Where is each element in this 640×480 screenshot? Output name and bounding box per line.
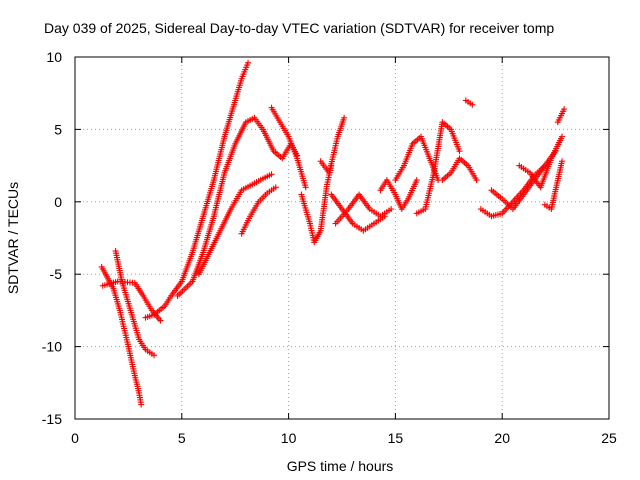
- x-axis-label: GPS time / hours: [287, 458, 394, 474]
- data-point: [268, 171, 275, 178]
- data-point: [559, 133, 566, 140]
- data-point: [272, 184, 279, 191]
- data-point: [157, 317, 164, 324]
- data-point: [469, 101, 476, 108]
- chart-title: Day 039 of 2025, Sidereal Day-to-day VTE…: [44, 20, 554, 36]
- x-tick-label: 20: [494, 430, 510, 446]
- x-tick-label: 10: [281, 430, 297, 446]
- data-point: [245, 59, 252, 66]
- axis-ticks: [74, 56, 610, 420]
- y-tick-labels: -15 -10 -5 0 5 10: [42, 49, 62, 427]
- y-tick-label: 0: [54, 194, 62, 210]
- data-point: [559, 158, 566, 165]
- data-point: [473, 177, 480, 184]
- x-tick-label: 0: [71, 430, 79, 446]
- data-points: [98, 59, 568, 408]
- x-tick-label: 15: [388, 430, 404, 446]
- x-tick-label: 5: [178, 430, 186, 446]
- data-point: [413, 177, 420, 184]
- data-point: [302, 184, 309, 191]
- data-point: [138, 401, 145, 408]
- y-tick-label: 10: [46, 49, 62, 65]
- data-point: [561, 106, 568, 113]
- y-tick-label: 5: [54, 121, 62, 137]
- x-tick-labels: 0 5 10 15 20 25: [71, 430, 617, 446]
- data-point: [388, 206, 395, 213]
- x-tick-label: 25: [601, 430, 617, 446]
- y-tick-label: -5: [50, 266, 63, 282]
- plot-frame: [74, 56, 610, 420]
- data-point: [456, 148, 463, 155]
- y-tick-label: -15: [42, 411, 62, 427]
- y-tick-label: -10: [42, 339, 62, 355]
- data-point: [151, 352, 158, 359]
- y-axis-label: SDTVAR / TECUs: [5, 182, 21, 294]
- data-point: [341, 114, 348, 121]
